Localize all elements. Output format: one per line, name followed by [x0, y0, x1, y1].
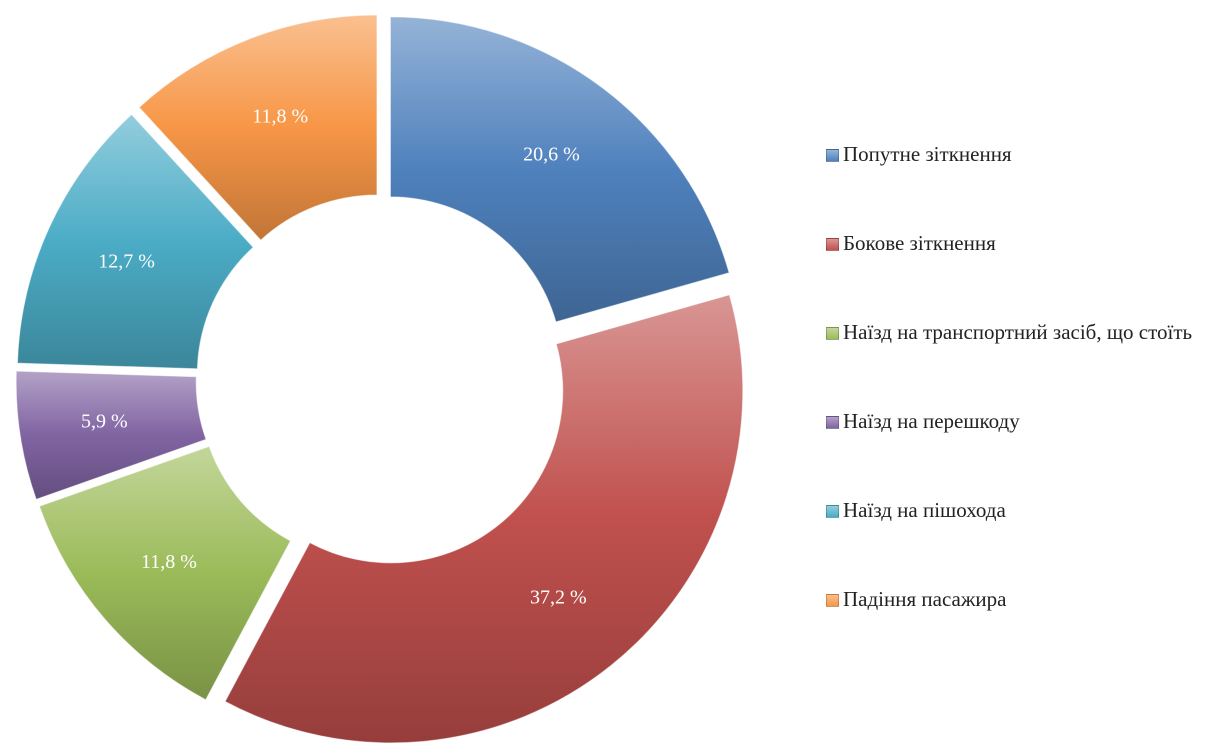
data-label: 12,7 % [98, 250, 155, 272]
donut-slice [138, 14, 378, 241]
data-label: 20,6 % [523, 143, 580, 165]
legend-item: Попутне зіткнення [826, 140, 1211, 168]
legend-label: Наїзд на перешкоду [843, 409, 1020, 433]
data-label: 37,2 % [530, 586, 587, 608]
legend-label: Попутне зіткнення [843, 142, 1012, 166]
legend-swatch [826, 505, 839, 518]
legend-label: Бокове зіткнення [843, 231, 996, 255]
chart: 20,6 % 37,2 % 11,8 % 5,9 % 12,7 % 11,8 % [15, 14, 744, 744]
donut-slice [15, 370, 207, 500]
legend-label: Наїзд на пішохода [843, 498, 1006, 522]
data-label: 5,9 % [81, 411, 128, 433]
legend-swatch [826, 238, 839, 251]
legend-swatch [826, 327, 839, 340]
legend-item: Наїзд на перешкоду [826, 407, 1211, 435]
legend-label: Падіння пасажира [843, 587, 1007, 611]
donut-slice [38, 445, 292, 701]
legend-item: Бокове зіткнення [826, 229, 1211, 257]
legend-swatch [826, 416, 839, 429]
legend-item: Наїзд на транспортний засіб, що стоїть [826, 318, 1211, 346]
donut-slice [224, 294, 744, 744]
legend-swatch [826, 594, 839, 607]
data-label: 11,8 % [252, 106, 308, 128]
donut-slice [16, 113, 254, 370]
legend-swatch [826, 149, 839, 162]
donut-slice [389, 16, 730, 323]
legend-item: Наїзд на пішохода [826, 496, 1211, 524]
data-label: 11,8 % [141, 551, 197, 573]
legend-item: Падіння пасажира [826, 585, 1211, 613]
legend-label: Наїзд на транспортний засіб, що стоїть [843, 320, 1193, 344]
